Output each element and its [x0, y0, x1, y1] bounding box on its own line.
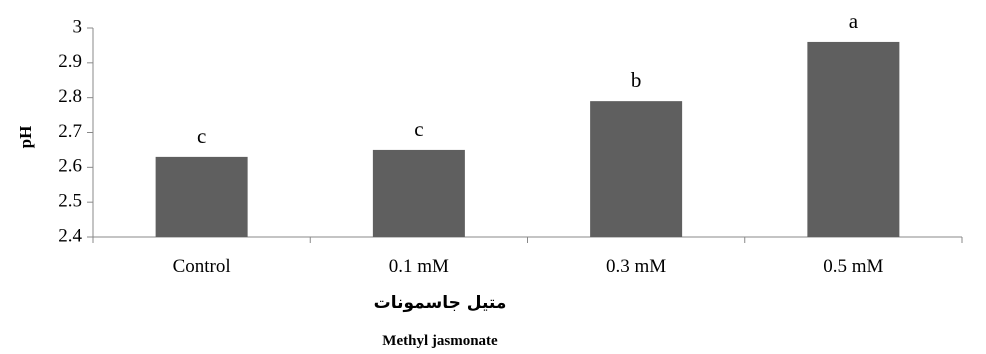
x-tick-label: 0.1 mM [389, 256, 449, 277]
x-tick-label: 0.3 mM [606, 256, 666, 277]
axes: 2.4 2.5 2.6 2.7 2.8 2.9 3 Control 0.1 mM 0.3 mM 0.… [58, 16, 963, 277]
x-tick-label: 0.5 mM [823, 256, 883, 277]
x-axis-label: Methyl jasmonate [382, 333, 498, 349]
bar-2 [372, 149, 465, 237]
x-axis-label-persian: متیل جاسمونات [374, 293, 507, 313]
y-tick-label: 2.9 [58, 51, 82, 72]
y-tick-label: 3 [73, 16, 83, 37]
y-tick-label: 2.7 [58, 121, 82, 142]
bar-1 [155, 156, 248, 237]
data-label: c [197, 124, 206, 148]
bar-4 [807, 41, 900, 237]
data-label: a [849, 9, 859, 33]
y-tick-label: 2.5 [58, 191, 82, 212]
bar-3 [590, 101, 683, 238]
y-axis-label: pH [16, 126, 35, 149]
x-tick-label: Control [173, 256, 231, 277]
y-tick-label: 2.6 [58, 156, 82, 177]
data-label: c [414, 117, 423, 141]
data-label: b [631, 68, 642, 92]
data-labels: c c b a [197, 9, 859, 148]
y-tick-label: 2.4 [58, 225, 82, 246]
bars [155, 41, 900, 238]
y-tick-label: 2.8 [58, 86, 82, 107]
